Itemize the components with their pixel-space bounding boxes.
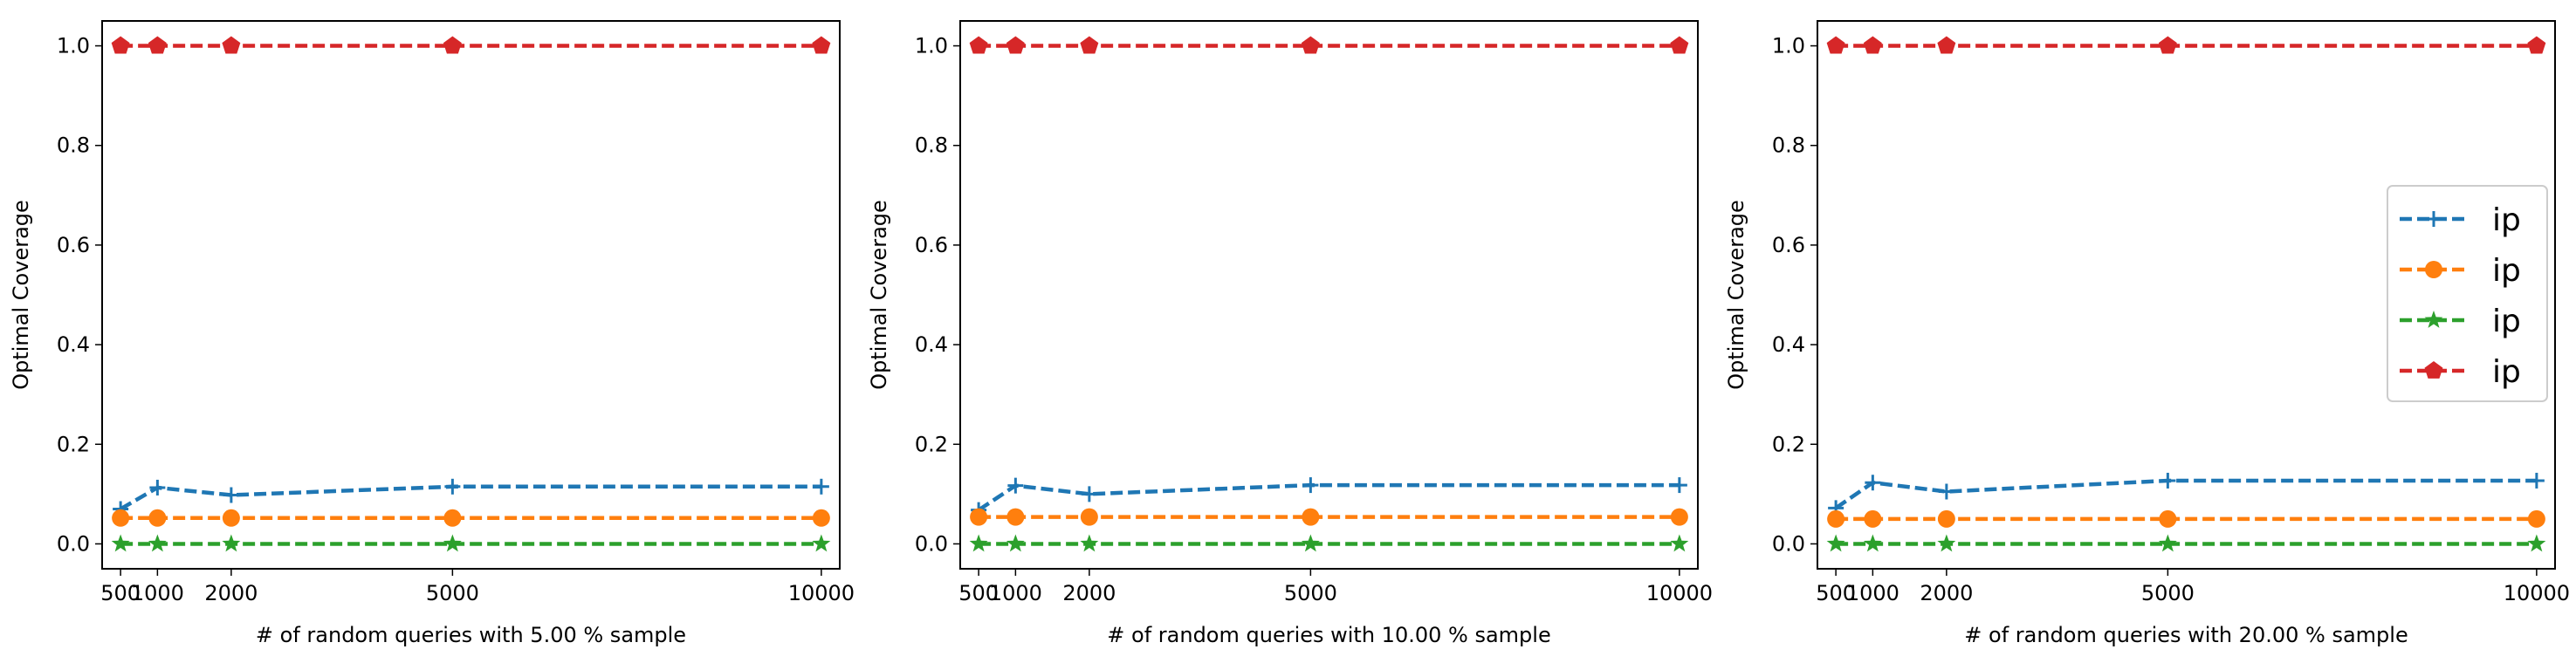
x-tick-label: 5000: [426, 581, 479, 605]
circle-icon: [443, 509, 461, 527]
x-tick-label: 2000: [1920, 581, 1973, 605]
x-tick-label: 2000: [1062, 581, 1116, 605]
x-axis-label: # of random queries with 10.00 % sample: [1107, 623, 1550, 647]
x-tick-label: 1000: [989, 581, 1042, 605]
y-tick-label: 0.0: [57, 531, 90, 556]
y-axis-label: Optimal Coverage: [867, 200, 891, 390]
y-axis-label: Optimal Coverage: [1724, 200, 1748, 390]
y-tick-label: 1.0: [915, 34, 948, 58]
y-tick-label: 0.6: [1772, 233, 1805, 257]
x-tick-label: 1000: [131, 581, 184, 605]
x-tick-label: 10000: [2504, 581, 2570, 605]
y-tick-label: 0.6: [57, 233, 90, 257]
y-tick-label: 0.4: [57, 332, 90, 357]
y-tick-label: 0.0: [915, 531, 948, 556]
y-tick-label: 0.8: [1772, 133, 1805, 158]
circle-icon: [2159, 510, 2176, 528]
legend: ip ip ip ip: [2387, 186, 2547, 401]
circle-icon: [1302, 509, 1319, 526]
y-tick-label: 0.8: [57, 133, 90, 158]
x-tick-label: 5000: [1284, 581, 1337, 605]
x-tick-label: 1000: [1846, 581, 1899, 605]
circle-icon: [1671, 509, 1688, 526]
circle-icon: [2528, 510, 2545, 528]
x-tick-label: 5000: [2141, 581, 2195, 605]
y-tick-label: 0.0: [1772, 531, 1805, 556]
x-axis-label: # of random queries with 20.00 % sample: [1964, 623, 2408, 647]
x-tick-label: 10000: [788, 581, 855, 605]
y-tick-label: 0.6: [915, 233, 948, 257]
y-tick-label: 0.2: [57, 432, 90, 456]
circle-icon: [1864, 510, 1881, 528]
legend-label: ip: [2492, 304, 2521, 339]
circle-icon: [1081, 509, 1098, 526]
y-axis-label: Optimal Coverage: [9, 200, 33, 390]
y-tick-label: 0.2: [1772, 432, 1805, 456]
legend-label: ip: [2492, 253, 2521, 289]
x-tick-label: 2000: [204, 581, 258, 605]
y-tick-label: 0.4: [1772, 332, 1805, 357]
y-tick-label: 0.4: [915, 332, 948, 357]
circle-icon: [2425, 261, 2442, 278]
circle-icon: [112, 509, 129, 527]
x-tick-label: 10000: [1646, 581, 1713, 605]
y-tick-label: 0.2: [915, 432, 948, 456]
x-axis-label: # of random queries with 5.00 % sample: [256, 623, 686, 647]
legend-label: ip: [2492, 202, 2521, 238]
y-tick-label: 1.0: [57, 34, 90, 58]
circle-icon: [223, 509, 240, 527]
y-tick-label: 1.0: [1772, 34, 1805, 58]
legend-label: ip: [2492, 354, 2521, 390]
circle-icon: [1006, 509, 1024, 526]
circle-icon: [813, 509, 830, 527]
circle-icon: [148, 509, 166, 527]
circle-icon: [1827, 510, 1844, 528]
circle-icon: [1938, 510, 1955, 528]
circle-icon: [970, 509, 987, 526]
y-tick-label: 0.8: [915, 133, 948, 158]
